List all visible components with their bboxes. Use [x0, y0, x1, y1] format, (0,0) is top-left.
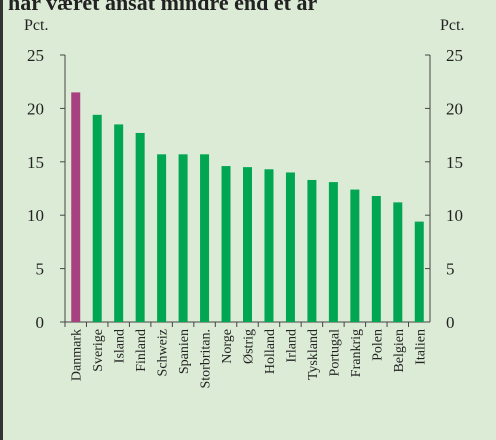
x-tick-label: Italien	[413, 329, 428, 365]
bar	[135, 132, 145, 322]
bar	[157, 154, 167, 322]
x-tick-label: Holland	[263, 329, 278, 374]
bar	[350, 189, 360, 322]
x-tick-label: Schweiz	[156, 329, 171, 376]
x-tick-label: Irland	[284, 329, 299, 362]
y-tick-label: 20	[27, 99, 44, 118]
bar	[178, 154, 188, 322]
bar	[200, 154, 210, 322]
x-tick-label: Portugal	[327, 329, 342, 377]
x-tick-label: Tyskland	[306, 329, 321, 380]
y2-axis-label: Pct.	[440, 17, 464, 34]
y2-tick-label: 15	[446, 153, 463, 172]
bar	[307, 179, 317, 322]
x-tick-label: Norge	[220, 329, 235, 364]
x-tick-label: Østrig	[242, 329, 257, 364]
y2-tick-label: 20	[446, 99, 463, 118]
bar	[114, 124, 124, 322]
y-tick-label: 5	[36, 260, 45, 279]
bar	[414, 221, 424, 322]
bar	[71, 92, 81, 322]
bar	[393, 202, 403, 322]
bar	[328, 182, 338, 322]
bar	[92, 114, 102, 322]
x-tick-label: Island	[113, 329, 128, 363]
chart-title: har været ansat mindre end et år	[8, 0, 317, 15]
y-tick-label: 0	[36, 313, 45, 332]
y-axis-label: Pct.	[24, 17, 48, 34]
y-tick-label: 25	[27, 46, 44, 65]
y2-tick-label: 5	[446, 260, 455, 279]
y2-tick-label: 25	[446, 46, 463, 65]
x-tick-label: Danmark	[70, 329, 85, 381]
bar	[371, 195, 381, 322]
x-tick-label: Belgien	[392, 329, 407, 373]
x-tick-label: Finland	[134, 329, 149, 372]
bar	[221, 166, 231, 322]
y2-tick-label: 10	[446, 206, 463, 225]
x-tick-label: Frankrig	[349, 329, 364, 377]
y2-tick-label: 0	[446, 313, 455, 332]
y-tick-label: 15	[27, 153, 44, 172]
x-tick-label: Spanien	[177, 329, 192, 374]
y-tick-label: 10	[27, 206, 44, 225]
x-tick-label: Storbritan.	[199, 329, 214, 389]
bar	[264, 169, 274, 322]
bar	[285, 172, 295, 322]
bar	[243, 167, 252, 322]
x-tick-label: Polen	[370, 329, 385, 361]
x-tick-label: Sverige	[91, 329, 106, 372]
